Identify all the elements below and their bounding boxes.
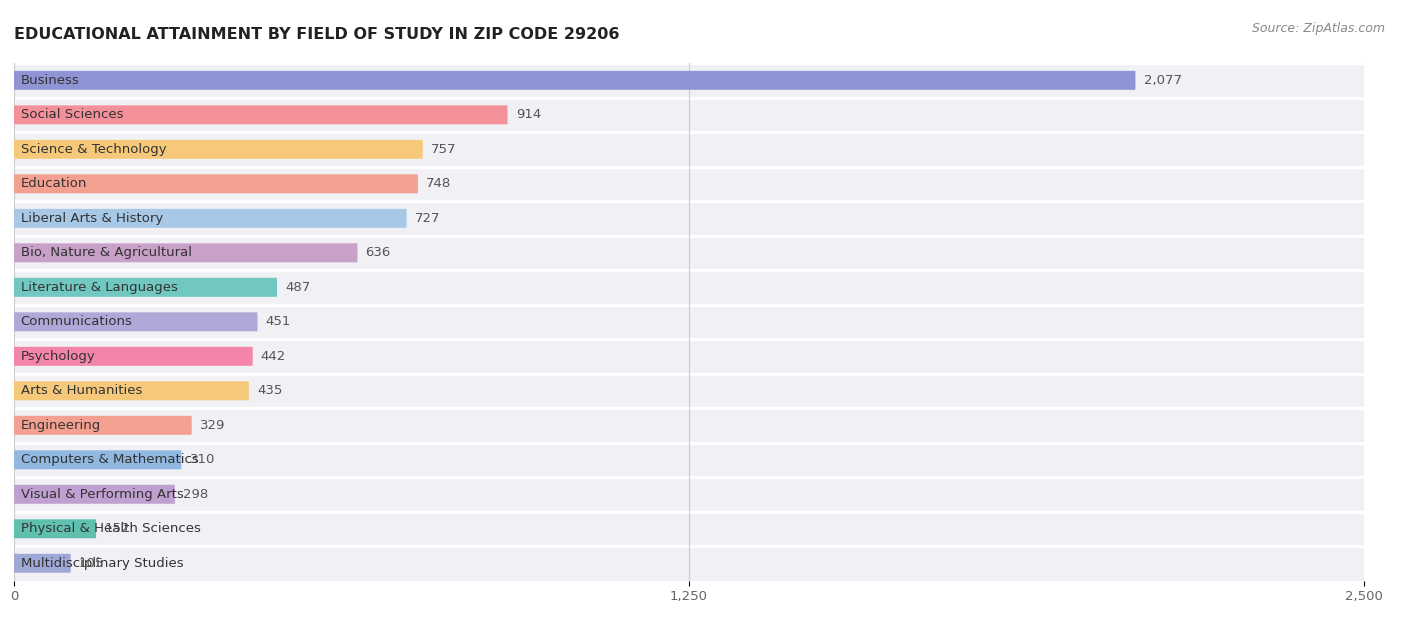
FancyBboxPatch shape <box>14 485 174 504</box>
Text: 435: 435 <box>257 384 283 398</box>
Text: Psychology: Psychology <box>21 350 96 363</box>
FancyBboxPatch shape <box>14 312 257 331</box>
Text: Arts & Humanities: Arts & Humanities <box>21 384 142 398</box>
FancyBboxPatch shape <box>14 63 1364 98</box>
FancyBboxPatch shape <box>14 71 1136 90</box>
FancyBboxPatch shape <box>14 519 96 538</box>
Text: Social Sciences: Social Sciences <box>21 109 124 121</box>
Text: Engineering: Engineering <box>21 419 101 432</box>
Text: 105: 105 <box>79 557 104 570</box>
Text: 310: 310 <box>190 453 215 466</box>
Text: EDUCATIONAL ATTAINMENT BY FIELD OF STUDY IN ZIP CODE 29206: EDUCATIONAL ATTAINMENT BY FIELD OF STUDY… <box>14 27 620 42</box>
Text: Multidisciplinary Studies: Multidisciplinary Studies <box>21 557 183 570</box>
Text: 442: 442 <box>260 350 285 363</box>
Text: 727: 727 <box>415 212 440 225</box>
Text: Liberal Arts & History: Liberal Arts & History <box>21 212 163 225</box>
FancyBboxPatch shape <box>14 374 1364 408</box>
Text: 2,077: 2,077 <box>1143 74 1181 87</box>
FancyBboxPatch shape <box>14 235 1364 270</box>
Text: Visual & Performing Arts: Visual & Performing Arts <box>21 488 183 501</box>
FancyBboxPatch shape <box>14 546 1364 581</box>
Text: Communications: Communications <box>21 316 132 328</box>
Text: Literature & Languages: Literature & Languages <box>21 281 177 294</box>
FancyBboxPatch shape <box>14 270 1364 305</box>
FancyBboxPatch shape <box>14 201 1364 235</box>
Text: 329: 329 <box>200 419 225 432</box>
FancyBboxPatch shape <box>14 244 357 262</box>
Text: 748: 748 <box>426 177 451 191</box>
Text: Science & Technology: Science & Technology <box>21 143 166 156</box>
Text: 487: 487 <box>285 281 311 294</box>
FancyBboxPatch shape <box>14 105 508 124</box>
FancyBboxPatch shape <box>14 174 418 193</box>
Text: Bio, Nature & Agricultural: Bio, Nature & Agricultural <box>21 246 191 259</box>
Text: 298: 298 <box>183 488 208 501</box>
FancyBboxPatch shape <box>14 477 1364 512</box>
FancyBboxPatch shape <box>14 554 70 573</box>
FancyBboxPatch shape <box>14 167 1364 201</box>
FancyBboxPatch shape <box>14 98 1364 132</box>
Text: Physical & Health Sciences: Physical & Health Sciences <box>21 522 201 535</box>
Text: 451: 451 <box>266 316 291 328</box>
Text: 757: 757 <box>430 143 457 156</box>
FancyBboxPatch shape <box>14 451 181 469</box>
FancyBboxPatch shape <box>14 347 253 366</box>
Text: 152: 152 <box>104 522 129 535</box>
Text: Source: ZipAtlas.com: Source: ZipAtlas.com <box>1251 22 1385 35</box>
FancyBboxPatch shape <box>14 408 1364 442</box>
FancyBboxPatch shape <box>14 339 1364 374</box>
FancyBboxPatch shape <box>14 305 1364 339</box>
FancyBboxPatch shape <box>14 209 406 228</box>
Text: Computers & Mathematics: Computers & Mathematics <box>21 453 198 466</box>
FancyBboxPatch shape <box>14 278 277 297</box>
FancyBboxPatch shape <box>14 381 249 400</box>
FancyBboxPatch shape <box>14 132 1364 167</box>
Text: Business: Business <box>21 74 79 87</box>
FancyBboxPatch shape <box>14 140 423 159</box>
FancyBboxPatch shape <box>14 416 191 435</box>
Text: Education: Education <box>21 177 87 191</box>
FancyBboxPatch shape <box>14 442 1364 477</box>
FancyBboxPatch shape <box>14 512 1364 546</box>
Text: 636: 636 <box>366 246 391 259</box>
Text: 914: 914 <box>516 109 541 121</box>
